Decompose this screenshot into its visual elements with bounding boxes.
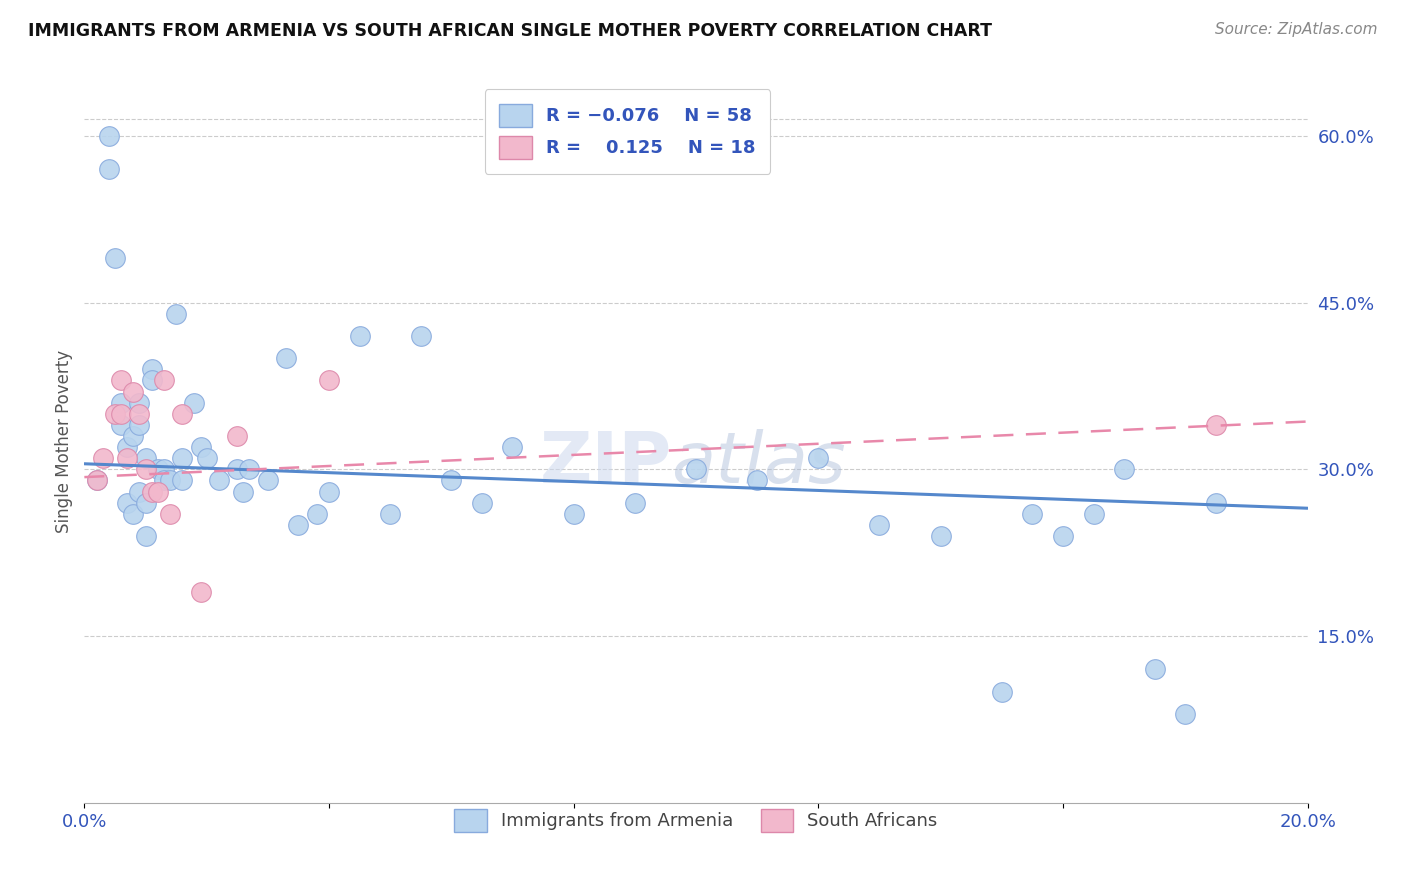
Point (135, 462, 157, 476)
Text: IMMIGRANTS FROM ARMENIA VS SOUTH AFRICAN SINGLE MOTHER POVERTY CORRELATION CHART: IMMIGRANTS FROM ARMENIA VS SOUTH AFRICAN… (28, 22, 993, 40)
Point (135, 496, 157, 510)
Point (287, 517, 309, 532)
Point (146, 484, 169, 499)
Point (97, 162, 120, 177)
Point (159, 507, 181, 521)
Point (747, 474, 769, 488)
Point (153, 474, 176, 488)
Point (115, 451, 138, 466)
Point (141, 373, 163, 387)
Text: atlas: atlas (672, 429, 846, 498)
Point (208, 474, 231, 488)
Point (128, 395, 150, 409)
Point (1143, 662, 1166, 676)
Point (195, 451, 218, 466)
Point (110, 407, 132, 421)
Point (1205, 417, 1227, 432)
Point (115, 496, 138, 510)
Point (349, 329, 371, 343)
Point (226, 429, 249, 443)
Point (122, 507, 145, 521)
Point (91, 451, 114, 466)
Point (159, 474, 181, 488)
Point (104, 407, 127, 421)
Point (141, 484, 163, 499)
Y-axis label: Single Mother Poverty: Single Mother Poverty (55, 350, 73, 533)
Point (238, 462, 260, 476)
Point (502, 440, 524, 454)
Point (807, 451, 830, 466)
Point (471, 496, 494, 510)
Point (110, 373, 132, 387)
Point (1205, 496, 1227, 510)
Point (929, 529, 952, 543)
Point (153, 373, 176, 387)
Point (86, 474, 108, 488)
Point (110, 395, 132, 409)
Point (141, 362, 163, 376)
Point (122, 429, 145, 443)
Point (276, 351, 298, 366)
Point (685, 462, 707, 476)
Point (104, 251, 127, 265)
Point (128, 417, 150, 432)
Point (115, 440, 138, 454)
Point (257, 474, 280, 488)
Point (122, 384, 145, 399)
Point (624, 496, 647, 510)
Point (380, 507, 402, 521)
Point (1114, 462, 1136, 476)
Point (146, 462, 169, 476)
Point (128, 484, 150, 499)
Point (128, 407, 150, 421)
Point (1052, 529, 1074, 543)
Point (562, 507, 585, 521)
Point (1174, 706, 1197, 721)
Point (172, 474, 194, 488)
Point (226, 462, 249, 476)
Point (232, 484, 254, 499)
Point (318, 484, 340, 499)
Point (1083, 507, 1105, 521)
Point (1021, 507, 1043, 521)
Point (165, 307, 187, 321)
Point (86, 474, 108, 488)
Point (869, 517, 891, 532)
Point (183, 395, 205, 409)
Point (97, 128, 120, 143)
Point (440, 474, 463, 488)
Text: Source: ZipAtlas.com: Source: ZipAtlas.com (1215, 22, 1378, 37)
Point (190, 440, 212, 454)
Point (172, 451, 194, 466)
Point (135, 451, 157, 466)
Point (110, 417, 132, 432)
Point (318, 373, 340, 387)
Point (991, 684, 1014, 698)
Point (172, 407, 194, 421)
Point (153, 462, 176, 476)
Point (305, 507, 328, 521)
Point (409, 329, 432, 343)
Point (190, 584, 212, 599)
Text: ZIP: ZIP (540, 429, 672, 498)
Point (135, 529, 157, 543)
Legend: Immigrants from Armenia, South Africans: Immigrants from Armenia, South Africans (441, 796, 950, 845)
